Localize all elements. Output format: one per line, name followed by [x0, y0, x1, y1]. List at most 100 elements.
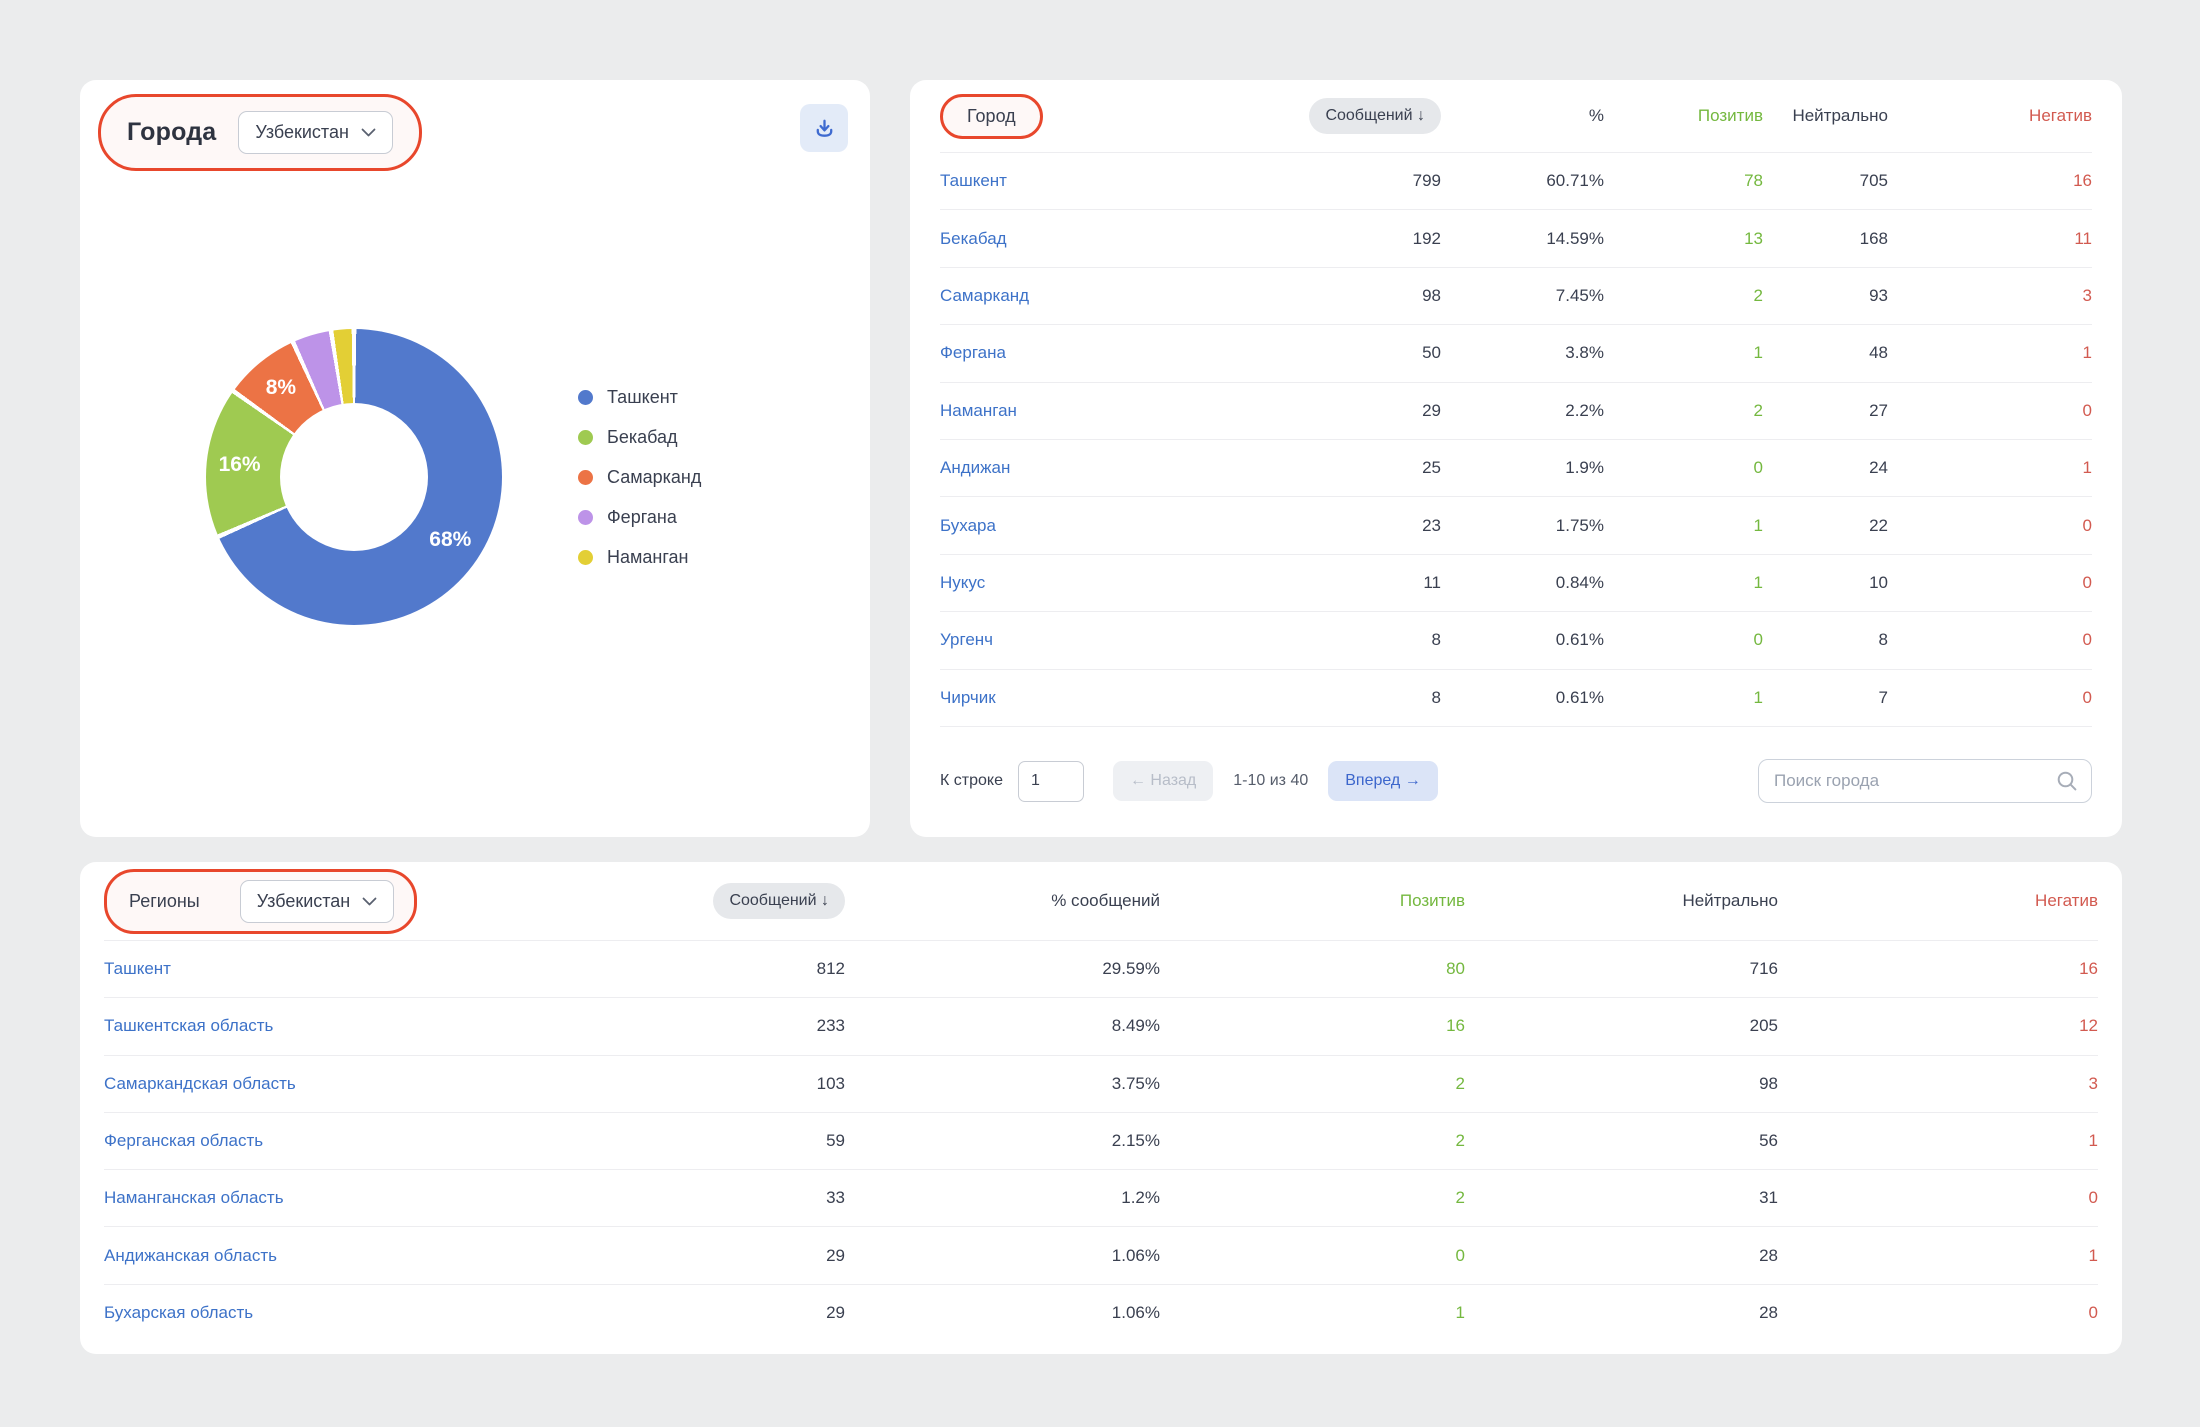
back-button[interactable]: ← Назад — [1112, 761, 1214, 802]
cell-messages: 59 — [826, 1131, 845, 1151]
row-name-link[interactable]: Самаркандская область — [104, 1073, 296, 1093]
row-name-link[interactable]: Наманган — [940, 400, 1017, 420]
column-header-neutral: Нейтрально — [1792, 106, 1888, 125]
cell-positive: 2 — [1753, 400, 1763, 420]
regions-card-title: Регионы — [129, 890, 200, 911]
cell-neutral: 205 — [1749, 1016, 1778, 1036]
annotation-highlight-city: Город — [940, 93, 1043, 139]
regions-table-header: Регионы Узбекистан Сообщений ↓ % сообщен… — [104, 862, 2098, 940]
cell-percent: 1.2% — [1121, 1188, 1160, 1208]
cell-negative: 3 — [2082, 285, 2092, 305]
chevron-down-icon — [362, 897, 377, 905]
legend-dot-icon — [578, 549, 593, 565]
cell-neutral: 98 — [1759, 1073, 1778, 1093]
cell-percent: 3.75% — [1111, 1073, 1160, 1093]
column-header-positive: Позитив — [1697, 106, 1763, 125]
cell-neutral: 27 — [1869, 400, 1888, 420]
cell-neutral: 10 — [1869, 572, 1888, 592]
cell-positive: 1 — [1753, 515, 1763, 535]
cell-percent: 1.75% — [1555, 515, 1604, 535]
cell-neutral: 28 — [1759, 1245, 1778, 1265]
row-name-link[interactable]: Андижанская область — [104, 1245, 277, 1265]
cell-name: Фергана — [940, 343, 1210, 363]
city-table-header: Город Сообщений ↓ % Позитив Нейтрально Н… — [940, 80, 2092, 152]
cell-neutral: 716 — [1749, 959, 1778, 979]
column-header-messages-sort[interactable]: Сообщений ↓ — [713, 883, 845, 919]
goto-row-label: К строке — [940, 772, 1003, 790]
cell-messages: 11 — [1423, 572, 1441, 592]
cell-negative: 12 — [2079, 1016, 2098, 1036]
region-table-body: Ташкент 812 29.59% 80 716 16 Ташкентская облас… — [104, 940, 2098, 1341]
cell-neutral: 48 — [1869, 343, 1888, 363]
regions-table-card: Регионы Узбекистан Сообщений ↓ % сообщен… — [80, 862, 2122, 1354]
cell-positive: 2 — [1455, 1131, 1465, 1151]
country-dropdown[interactable]: Узбекистан — [238, 111, 393, 154]
table-row: Ургенч 8 0.61% 0 8 0 — [940, 611, 2092, 668]
cell-messages: 8 — [1431, 630, 1441, 650]
donut-percent-label: 8% — [265, 376, 297, 400]
regions-country-dropdown-value: Узбекистан — [256, 890, 351, 911]
cell-messages: 233 — [816, 1016, 845, 1036]
row-name-link[interactable]: Ферганская область — [104, 1131, 264, 1151]
cell-negative: 0 — [2082, 515, 2092, 535]
city-table-card: Город Сообщений ↓ % Позитив Нейтрально Н… — [910, 80, 2122, 837]
table-row: Нукус 11 0.84% 1 10 0 — [940, 553, 2092, 611]
legend-dot-icon — [578, 429, 593, 445]
cell-name: Нукус — [940, 573, 1210, 593]
cell-messages: 29 — [826, 1245, 845, 1265]
legend-item: Бекабад — [578, 427, 701, 448]
cell-negative: 3 — [2088, 1073, 2098, 1093]
table-row: Фергана 50 3.8% 1 48 1 — [940, 324, 2092, 381]
city-search — [1758, 759, 2092, 804]
row-name-link[interactable]: Андижан — [940, 458, 1011, 478]
row-name-link[interactable]: Ташкентская область — [104, 1016, 274, 1036]
chevron-down-icon — [361, 128, 376, 137]
row-name-link[interactable]: Самарканд — [940, 285, 1030, 305]
cell-name: Самарканд — [940, 286, 1210, 306]
cell-neutral: 705 — [1859, 171, 1888, 191]
download-button[interactable] — [800, 104, 848, 152]
row-name-link[interactable]: Нукус — [940, 572, 986, 592]
cell-negative: 16 — [2079, 959, 2098, 979]
column-header-messages-sort[interactable]: Сообщений ↓ — [1309, 98, 1441, 134]
cell-percent: 14.59% — [1546, 228, 1604, 248]
city-table-body: Ташкент 799 60.71% 78 705 16 Бекабад 192 14.59% 1… — [940, 152, 2092, 726]
cell-negative: 1 — [2082, 458, 2092, 478]
cell-messages: 799 — [1412, 171, 1441, 191]
cell-positive: 2 — [1455, 1073, 1465, 1093]
cell-name: Ташкент — [940, 171, 1210, 191]
row-name-link[interactable]: Ургенч — [940, 630, 994, 650]
table-row: Самаркандская область 103 3.75% 2 98 3 — [104, 1054, 2098, 1112]
row-name-link[interactable]: Ташкент — [104, 959, 171, 979]
cell-messages: 812 — [816, 959, 845, 979]
legend-item: Самарканд — [578, 467, 701, 488]
row-name-link[interactable]: Чирчик — [940, 687, 996, 707]
forward-button[interactable]: Вперед → — [1328, 761, 1438, 802]
cell-name: Наманганская область — [104, 1188, 504, 1208]
cities-card-title: Города — [127, 118, 217, 146]
cell-negative: 0 — [2088, 1302, 2098, 1322]
row-name-link[interactable]: Бекабад — [940, 228, 1007, 248]
table-row: Ташкент 812 29.59% 80 716 16 — [104, 940, 2098, 997]
legend-label: Самарканд — [607, 466, 702, 487]
cell-positive: 1 — [1753, 572, 1763, 592]
city-search-input[interactable] — [1758, 759, 2092, 804]
cell-name: Ташкентская область — [104, 1016, 504, 1036]
row-name-link[interactable]: Бухара — [940, 515, 996, 535]
cell-positive: 0 — [1455, 1245, 1465, 1265]
cell-name: Чирчик — [940, 688, 1210, 708]
table-row: Ташкентская область 233 8.49% 16 205 12 — [104, 997, 2098, 1054]
regions-country-dropdown[interactable]: Узбекистан — [239, 879, 395, 923]
cell-messages: 29 — [826, 1302, 845, 1322]
row-name-link[interactable]: Ташкент — [940, 171, 1007, 191]
row-name-link[interactable]: Наманганская область — [104, 1188, 284, 1208]
row-name-link[interactable]: Бухарская область — [104, 1302, 254, 1322]
cell-name: Андижан — [940, 458, 1210, 478]
cell-positive: 0 — [1753, 458, 1763, 478]
goto-row-input[interactable] — [1017, 760, 1084, 802]
table-row: Ташкент 799 60.71% 78 705 16 — [940, 152, 2092, 209]
cell-positive: 2 — [1455, 1188, 1465, 1208]
cell-name: Бекабад — [940, 229, 1210, 249]
column-header-percent: % — [1588, 106, 1604, 125]
row-name-link[interactable]: Фергана — [940, 343, 1006, 363]
